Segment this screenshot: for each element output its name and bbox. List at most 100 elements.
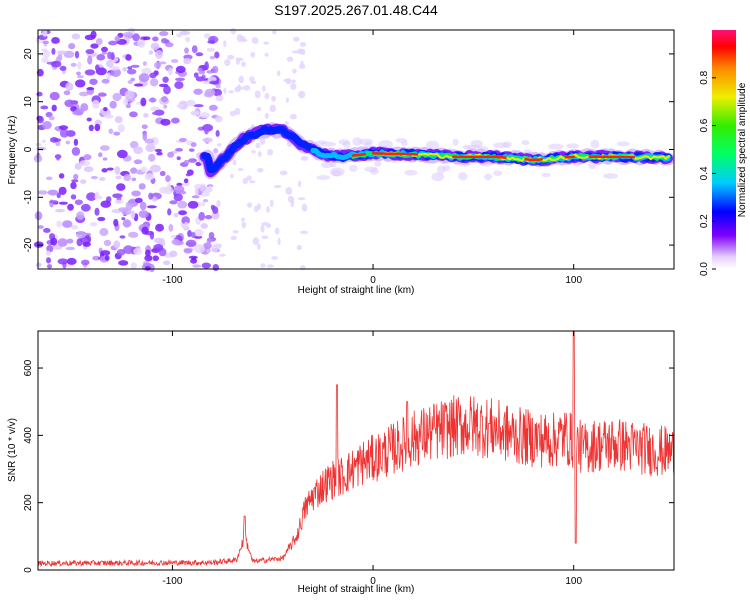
ridge-peak — [524, 158, 543, 162]
noise-blob — [194, 187, 199, 196]
noise-blob — [101, 168, 108, 173]
noise-blob — [237, 84, 241, 92]
noise-blob — [46, 264, 53, 269]
noise-blob — [213, 88, 223, 97]
noise-blob — [33, 241, 44, 248]
noise-blob — [191, 256, 197, 261]
noise-blob — [149, 72, 157, 79]
noise-blob — [138, 183, 146, 190]
snr-xlabel: Height of straight line (km) — [298, 584, 415, 595]
noise-blob — [260, 224, 265, 233]
noise-blob — [100, 250, 111, 256]
noise-blob — [266, 149, 274, 156]
noise-blob — [284, 121, 290, 125]
noise-blob — [171, 239, 180, 245]
noise-blob — [35, 142, 42, 147]
noise-blob — [285, 97, 290, 103]
noise-blob — [83, 166, 94, 173]
noise-blob — [299, 265, 306, 271]
noise-blob — [122, 67, 128, 72]
noise-blob — [242, 177, 248, 185]
noise-blob — [190, 110, 200, 116]
noise-blob — [65, 246, 75, 251]
noise-blob — [137, 39, 146, 48]
colorbar-tick-label: 0.4 — [699, 166, 710, 180]
noise-blob — [193, 72, 199, 78]
noise-blob — [230, 235, 237, 241]
noise-blob — [176, 33, 183, 38]
noise-blob — [148, 97, 157, 103]
noise-blob — [193, 235, 203, 239]
noise-blob — [321, 161, 334, 169]
noise-blob — [55, 154, 61, 161]
noise-blob — [541, 172, 551, 178]
noise-blob — [139, 201, 147, 211]
noise-blob — [203, 33, 211, 39]
noise-blob — [213, 148, 219, 154]
noise-blob — [176, 182, 183, 187]
noise-blob — [229, 110, 237, 117]
noise-blob — [277, 237, 281, 246]
noise-blob — [97, 92, 107, 97]
noise-blob — [131, 190, 141, 197]
noise-blob — [101, 46, 108, 53]
noise-blob — [41, 139, 46, 144]
noise-blob — [214, 51, 220, 59]
noise-blob — [204, 214, 213, 220]
noise-blob — [133, 247, 143, 256]
noise-blob — [45, 257, 52, 264]
noise-blob — [159, 186, 169, 194]
noise-blob — [74, 162, 82, 171]
noise-blob — [114, 116, 123, 124]
noise-blob — [431, 172, 445, 182]
noise-blob — [128, 200, 135, 204]
noise-blob — [149, 78, 159, 87]
noise-blob — [249, 76, 255, 82]
noise-blob — [616, 141, 630, 147]
noise-blob — [184, 47, 189, 54]
noise-blob — [320, 141, 337, 147]
noise-blob — [266, 206, 270, 213]
noise-blob — [238, 75, 245, 84]
noise-blob — [50, 237, 58, 246]
spectrogram-ridge — [198, 122, 675, 179]
noise-blob — [269, 199, 274, 208]
x-tick-label: -100 — [162, 576, 182, 587]
noise-blob — [274, 227, 280, 235]
noise-blob — [298, 63, 306, 70]
noise-blob — [224, 59, 231, 67]
noise-blob — [285, 187, 293, 195]
noise-blob — [74, 199, 83, 205]
snr-x-ticks: -100 0 100 — [162, 331, 582, 587]
noise-blob — [104, 255, 110, 261]
noise-blob — [263, 41, 270, 45]
noise-blob — [89, 222, 98, 227]
noise-blob — [122, 32, 134, 37]
noise-blob — [73, 173, 79, 180]
noise-blob — [42, 121, 52, 130]
noise-blob — [236, 34, 243, 42]
noise-blob — [129, 111, 138, 118]
noise-blob — [208, 231, 215, 239]
noise-blob — [241, 221, 247, 229]
noise-blob — [228, 90, 234, 94]
noise-blob — [296, 244, 302, 251]
noise-blob — [66, 238, 74, 244]
noise-blob — [144, 266, 151, 271]
noise-blob — [168, 223, 174, 232]
noise-blob — [297, 90, 306, 99]
noise-blob — [80, 179, 87, 184]
noise-blob — [178, 137, 187, 142]
noise-blob — [256, 106, 262, 112]
noise-blob — [67, 203, 74, 211]
noise-blob — [164, 42, 174, 48]
y-tick-label: 600 — [23, 359, 34, 376]
noise-blob — [131, 177, 137, 182]
noise-blob — [200, 223, 208, 229]
noise-blob — [94, 207, 100, 216]
noise-blob — [395, 137, 408, 143]
noise-blob — [56, 220, 63, 228]
noise-blob — [291, 79, 296, 84]
noise-blob — [94, 191, 100, 199]
noise-blob — [458, 172, 468, 181]
